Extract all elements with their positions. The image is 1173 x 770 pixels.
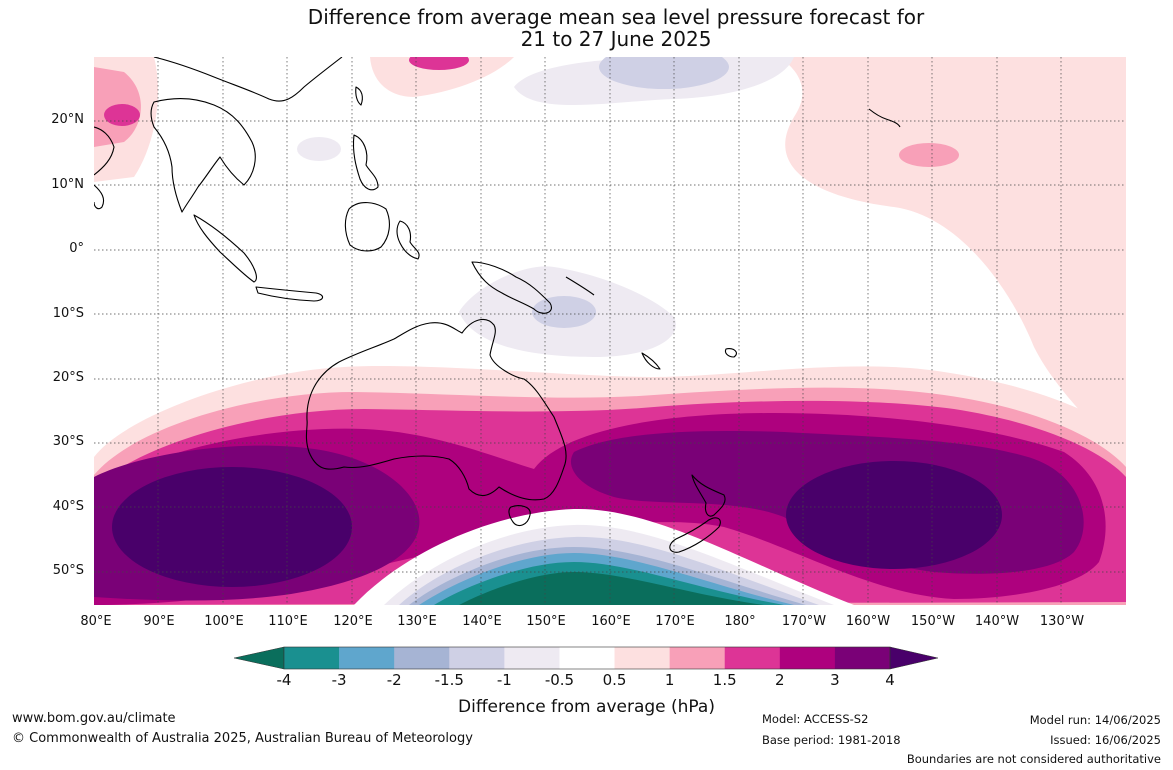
anomaly-neg-extreme: [459, 572, 764, 605]
lat-label-20n: 20°N: [51, 112, 84, 127]
solomon-islands-coastline: [565, 276, 595, 296]
lon-label-150w: 150°W: [910, 614, 956, 629]
lon-label-150e: 150°E: [526, 614, 566, 629]
lon-label-170w: 170°W: [781, 614, 827, 629]
colorbar-tick-label: -1: [496, 671, 512, 689]
footer-url[interactable]: www.bom.gov.au/climate: [12, 711, 176, 726]
new-caledonia-coastline: [641, 352, 661, 370]
lon-label-90e: 90°E: [143, 614, 175, 629]
south-china-coastline: [153, 57, 343, 102]
colorbar-swatch: [339, 647, 395, 669]
lon-label-80e: 80°E: [80, 614, 112, 629]
lon-label-100e: 100°E: [204, 614, 244, 629]
map-title-line1: Difference from average mean sea level p…: [307, 5, 925, 29]
new-zealand-south-coastline: [669, 517, 721, 553]
colorbar-tick-label: -3: [331, 671, 347, 689]
colorbar-tick-label: 3: [830, 671, 840, 689]
colorbar-swatch: [449, 647, 505, 669]
anomaly-pink-core-east: [899, 143, 959, 167]
lon-label-140w: 140°W: [974, 614, 1020, 629]
anomaly-core-4-east: [786, 461, 1002, 569]
lon-label-170e: 170°E: [655, 614, 695, 629]
lon-label-160e: 160°E: [591, 614, 631, 629]
sri-lanka-coastline: [94, 184, 105, 210]
colorbar-arrow-high: [889, 646, 939, 670]
coastlines: [94, 57, 901, 553]
sumatra-coastline: [193, 214, 257, 283]
footer-base-period: Base period: 1981-2018: [762, 733, 901, 747]
lon-label-110e: 110°E: [268, 614, 308, 629]
colorbar-tick-label: 1.5: [712, 671, 737, 689]
sulawesi-coastline: [396, 220, 420, 260]
graticule: [94, 57, 1126, 605]
colorbar-swatch: [559, 647, 615, 669]
lon-label-120e: 120°E: [333, 614, 373, 629]
australia-coastline: [305, 318, 567, 501]
footer-model: Model: ACCESS-S2: [762, 712, 869, 726]
colorbar-title: Difference from average (hPa): [458, 697, 715, 717]
anomaly-blue-coral-sea: [532, 296, 596, 328]
new-zealand-north-coastline: [691, 474, 726, 517]
tasmania-coastline: [508, 505, 531, 527]
colorbar-swatch: [669, 647, 726, 669]
colorbar-tick-label: -0.5: [544, 671, 575, 689]
lat-label-0: 0°: [69, 241, 84, 256]
colorbar-swatch: [504, 647, 560, 669]
new-guinea-coastline: [471, 261, 552, 314]
colorbar-swatch: [779, 647, 836, 669]
colorbar-swatch: [724, 647, 781, 669]
anomaly-magenta-north-center: [409, 57, 469, 70]
lon-label-130w: 130°W: [1039, 614, 1085, 629]
colorbar: [233, 646, 939, 670]
lon-label-140e: 140°E: [462, 614, 502, 629]
lat-label-50s: 50°S: [52, 563, 84, 578]
anomaly-core-4-west: [112, 467, 352, 587]
footer-model-run: Model run: 14/06/2025: [1029, 713, 1161, 727]
anomaly-pink-northeast: [779, 57, 1126, 457]
pressure-anomaly-map: [94, 57, 1126, 605]
footer-issued: Issued: 16/06/2025: [1050, 733, 1161, 747]
colorbar-tick-label: 4: [885, 671, 895, 689]
lon-label-130e: 130°E: [397, 614, 437, 629]
anomaly-lavender-philippine-sea: [297, 137, 341, 161]
colorbar-swatch: [394, 647, 450, 669]
colorbar-tick-label: 2: [775, 671, 785, 689]
colorbar-swatch: [284, 647, 340, 669]
colorbar-tick-label: -4: [276, 671, 292, 689]
lat-label-20s: 20°S: [52, 370, 84, 385]
map-title-line2: 21 to 27 June 2025: [520, 27, 712, 51]
anomaly-pink-small-north-right: [1102, 57, 1126, 109]
lat-label-10s: 10°S: [52, 306, 84, 321]
lon-label-180: 180°: [724, 614, 756, 629]
hawaii-coastline: [868, 108, 901, 128]
anomaly-blue-north: [599, 57, 729, 89]
colorbar-swatch: [834, 647, 891, 669]
colorbar-tick-label: -1.5: [434, 671, 464, 689]
indochina-coastline: [150, 98, 256, 213]
lat-label-40s: 40°S: [52, 499, 84, 514]
colorbar-arrow-low: [233, 646, 285, 670]
colorbar-tick-label: 0.5: [602, 671, 627, 689]
fiji-coastline: [724, 348, 737, 358]
lat-label-10n: 10°N: [51, 177, 84, 192]
lon-label-160w: 160°W: [845, 614, 891, 629]
anomaly-pink-north-center: [370, 57, 514, 97]
footer-copyright: © Commonwealth of Australia 2025, Austra…: [12, 731, 473, 746]
footer-disclaimer: Boundaries are not considered authoritat…: [906, 752, 1161, 766]
colorbar-tick-label: -2: [386, 671, 402, 689]
colorbar-tick-label: 1: [664, 671, 675, 689]
philippines-coastline: [352, 134, 379, 191]
lat-label-30s: 30°S: [52, 434, 84, 449]
colorbar-swatch: [614, 647, 670, 669]
java-coastline: [255, 286, 324, 302]
borneo-coastline: [344, 202, 390, 252]
india-east-coastline: [94, 126, 115, 176]
anomaly-magenta-northwest: [104, 104, 140, 126]
taiwan-coastline: [355, 86, 363, 106]
